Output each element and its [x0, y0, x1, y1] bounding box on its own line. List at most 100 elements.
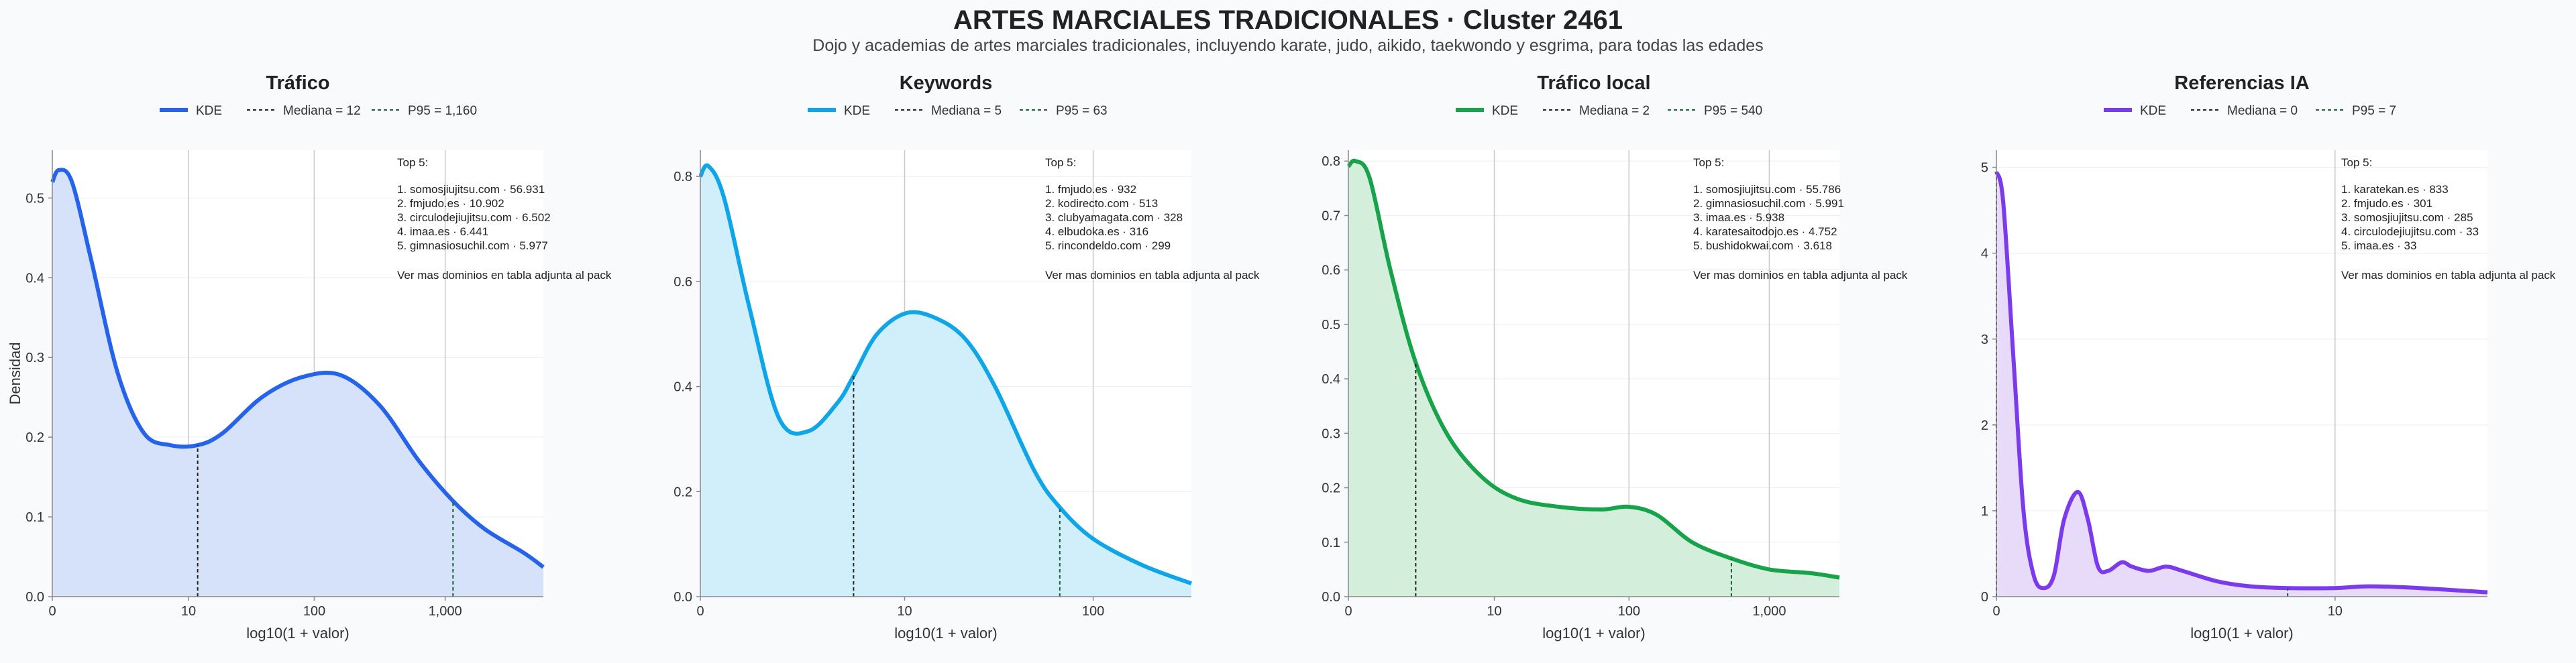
- y-tick-label: 0.2: [25, 430, 44, 445]
- legend-median-label: Mediana = 2: [1579, 104, 1650, 118]
- x-tick-label: 0: [48, 604, 56, 619]
- top5-item: 4. elbudoka.es · 316: [1045, 225, 1148, 238]
- legend-p95-label: P95 = 1,160: [408, 104, 477, 118]
- y-tick-label: 0.1: [25, 510, 44, 525]
- top5-heading: Top 5:: [397, 156, 428, 169]
- legend-kde-label: KDE: [1492, 104, 1518, 118]
- kde-area: [1348, 160, 1839, 597]
- y-tick-label: 0.4: [674, 380, 692, 395]
- y-tick-label: 0.8: [674, 170, 692, 184]
- x-tick-label: 1,000: [1752, 604, 1786, 619]
- top5-item: 5. bushidokwai.com · 3.618: [1693, 239, 1832, 252]
- legend-median-label: Mediana = 5: [931, 104, 1002, 118]
- legend-kde-label: KDE: [844, 104, 870, 118]
- x-tick-label: 10: [1487, 604, 1501, 619]
- top5-item: 2. fmjudo.es · 301: [2341, 197, 2432, 210]
- kde-line: [698, 163, 1193, 586]
- top5-item: 2. fmjudo.es · 10.902: [397, 197, 504, 210]
- kde-line: [50, 168, 545, 569]
- top5-note: Ver mas dominios en tabla adjunta al pac…: [2341, 269, 2556, 282]
- chart-panel-3: 0 1 2 3 4 5 0 10 log10(1 + valor) Referencias IA K…: [1981, 72, 2556, 642]
- legend: KDE Mediana = 0 P95 = 7: [2104, 104, 2396, 118]
- legend-median-label: Mediana = 0: [2227, 104, 2298, 118]
- x-axis-label: log10(1 + valor): [1542, 625, 1645, 642]
- x-tick-label: 100: [1618, 604, 1640, 619]
- y-tick-label: 5: [1981, 161, 1988, 176]
- chart-title: Tráfico local: [1537, 72, 1650, 94]
- y-axis-label: Densidad: [7, 343, 23, 405]
- y-tick-label: 0: [1981, 590, 1988, 605]
- chart-title: Keywords: [900, 72, 993, 94]
- legend-p95-label: P95 = 63: [1056, 104, 1108, 118]
- top5-item: 4. imaa.es · 6.441: [397, 225, 488, 238]
- top5-item: 4. karatesaitodojo.es · 4.752: [1693, 225, 1837, 238]
- top5-note: Ver mas dominios en tabla adjunta al pac…: [1693, 269, 1908, 282]
- top5-item: 2. kodirecto.com · 513: [1045, 197, 1158, 210]
- top5-item: 1. somosjiujitsu.com · 56.931: [397, 183, 545, 196]
- y-tick-label: 2: [1981, 418, 1988, 433]
- kde-area: [700, 165, 1191, 597]
- x-tick-label: 0: [696, 604, 704, 619]
- legend-p95-label: P95 = 7: [2352, 104, 2396, 118]
- legend-kde-label: KDE: [196, 104, 222, 118]
- legend-p95-label: P95 = 540: [1704, 104, 1762, 118]
- kde-line: [1346, 158, 1840, 580]
- chart-title: Referencias IA: [2174, 72, 2310, 94]
- x-tick-label: 100: [303, 604, 325, 619]
- y-tick-label: 0.6: [674, 275, 692, 290]
- y-tick-label: 0.2: [1322, 481, 1340, 496]
- y-tick-label: 0.1: [1322, 536, 1340, 550]
- chart-panel-1: 0.0 0.2 0.4 0.6 0.8 0 10 100 log10(1 + valor) Key…: [674, 72, 1260, 642]
- top5-item: 3. circulodejiujitsu.com · 6.502: [397, 211, 551, 224]
- y-tick-label: 0.4: [1322, 372, 1340, 387]
- legend: KDE Mediana = 12 P95 = 1,160: [160, 104, 477, 118]
- page-subtitle: Dojo y academias de artes marciales trad…: [812, 36, 1764, 55]
- x-axis-label: log10(1 + valor): [246, 625, 349, 642]
- x-tick-label: 10: [2328, 604, 2343, 619]
- x-tick-label: 10: [897, 604, 912, 619]
- x-tick-label: 0: [1344, 604, 1352, 619]
- x-axis-label: log10(1 + valor): [2190, 625, 2293, 642]
- top5-item: 5. gimnasiosuchil.com · 5.977: [397, 239, 548, 252]
- x-axis-label: log10(1 + valor): [894, 625, 997, 642]
- top5-heading: Top 5:: [2341, 156, 2372, 169]
- top5-note: Ver mas dominios en tabla adjunta al pac…: [1045, 269, 1260, 282]
- y-tick-label: 0.7: [1322, 208, 1340, 223]
- x-tick-label: 100: [1082, 604, 1104, 619]
- y-tick-label: 0.0: [25, 590, 44, 605]
- y-tick-label: 0.8: [1322, 154, 1340, 169]
- legend-kde-label: KDE: [2140, 104, 2166, 118]
- chart-panel-2: 0.0 0.1 0.2 0.3 0.4 0.5 0.6 0.7 0.8 0 10 100 1,000 lo…: [1322, 72, 1908, 642]
- x-tick-label: 10: [181, 604, 196, 619]
- y-tick-label: 3: [1981, 333, 1988, 347]
- top5-item: 1. fmjudo.es · 932: [1045, 183, 1136, 196]
- x-tick-label: 0: [1992, 604, 2000, 619]
- top5-item: 3. clubyamagata.com · 328: [1045, 211, 1183, 224]
- top5-heading: Top 5:: [1693, 156, 1724, 169]
- chart-panel-0: 0.0 0.1 0.2 0.3 0.4 0.5 0 10 100 1,000 log10(1 + v…: [7, 72, 612, 642]
- top5-item: 5. imaa.es · 33: [2341, 239, 2416, 252]
- top5-heading: Top 5:: [1045, 156, 1076, 169]
- y-tick-label: 0.4: [25, 271, 44, 286]
- top5-item: 5. rincondeldo.com · 299: [1045, 239, 1171, 252]
- top5-item: 3. imaa.es · 5.938: [1693, 211, 1784, 224]
- y-tick-label: 0.3: [1322, 426, 1340, 441]
- y-tick-label: 0.3: [25, 351, 44, 365]
- top5-item: 3. somosjiujitsu.com · 285: [2341, 211, 2473, 224]
- top5-note: Ver mas dominios en tabla adjunta al pac…: [397, 269, 612, 282]
- x-tick-label: 1,000: [429, 604, 462, 619]
- y-tick-label: 0.0: [674, 590, 692, 605]
- y-tick-label: 0.5: [25, 191, 44, 206]
- top5-item: 2. gimnasiosuchil.com · 5.991: [1693, 197, 1844, 210]
- kde-area: [52, 170, 543, 597]
- chart-title: Tráfico: [266, 72, 329, 94]
- y-tick-label: 0.2: [674, 485, 692, 499]
- legend: KDE Mediana = 2 P95 = 540: [1456, 104, 1762, 118]
- y-tick-label: 0.6: [1322, 263, 1340, 278]
